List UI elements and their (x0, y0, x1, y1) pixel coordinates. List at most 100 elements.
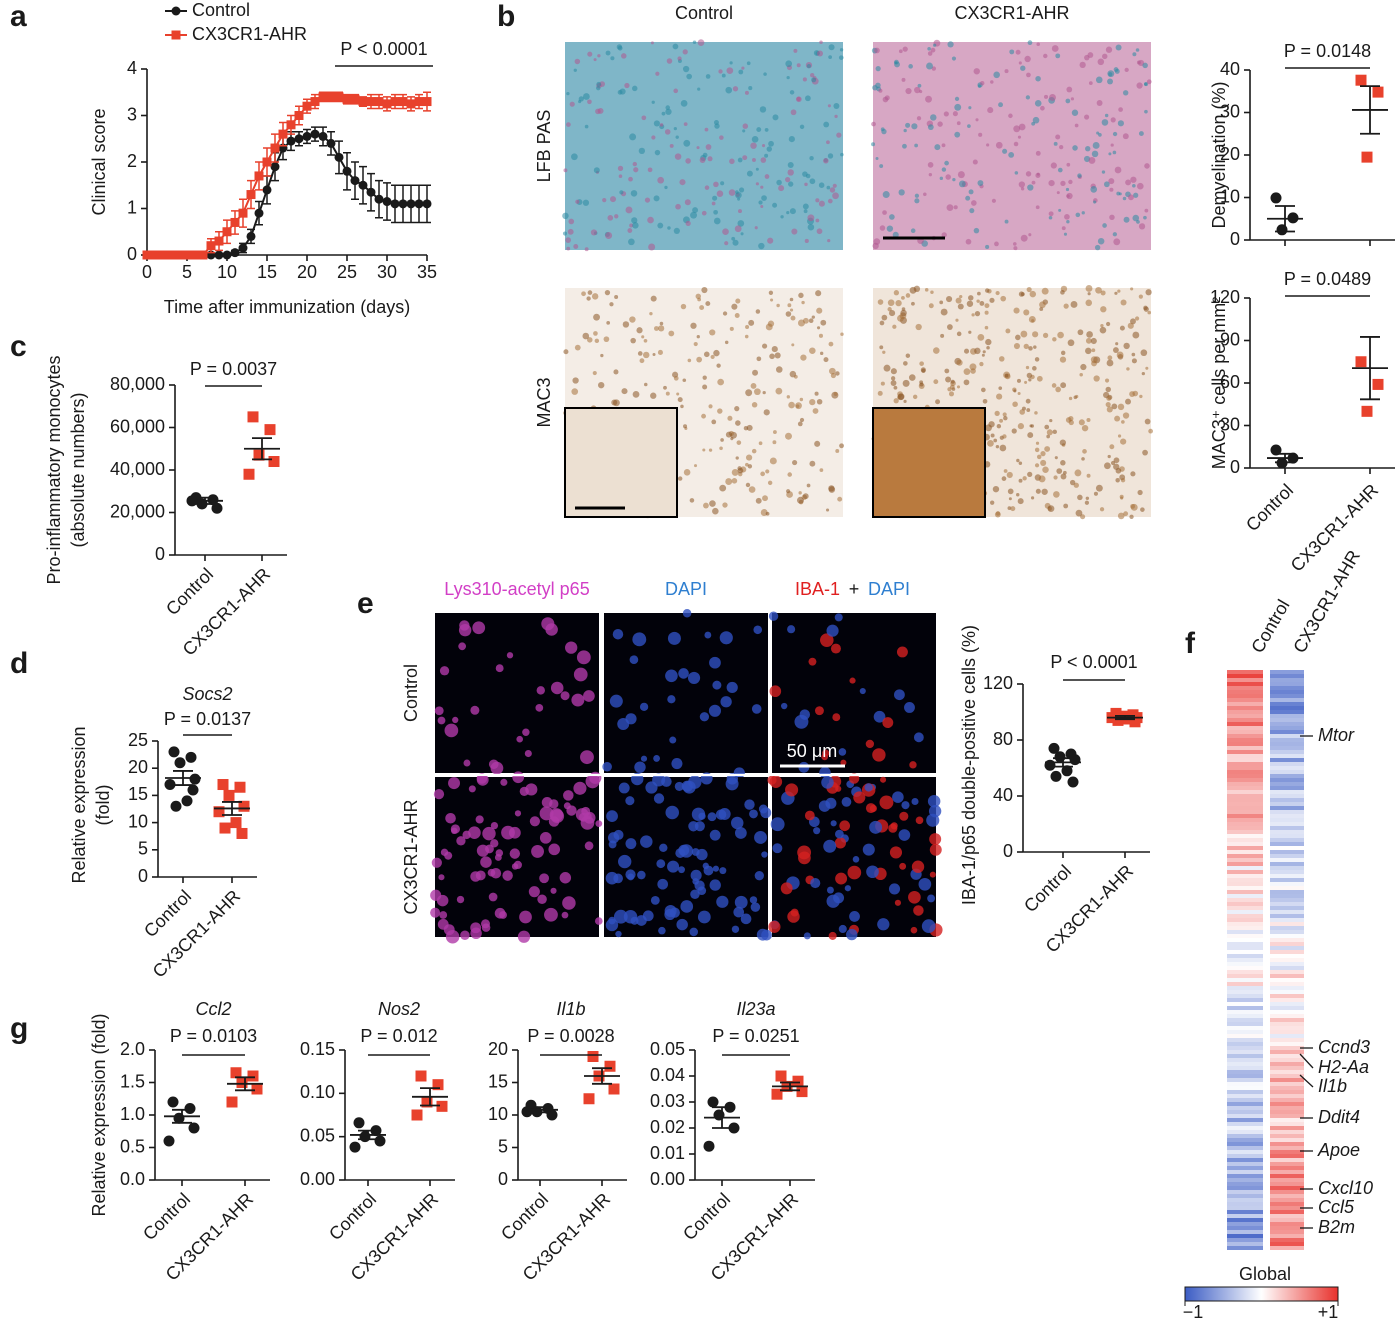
data-point (728, 1122, 740, 1134)
cell (658, 926, 666, 935)
cell (1048, 215, 1053, 220)
cell (495, 849, 504, 857)
cell (819, 468, 824, 472)
cell (711, 419, 717, 425)
cell (632, 632, 647, 647)
y-tick-label: 20 (128, 757, 148, 777)
cell (795, 404, 800, 408)
cell (605, 232, 613, 240)
cell (760, 204, 764, 208)
cell (1051, 383, 1057, 388)
cell (933, 347, 940, 354)
heatmap-cell (1270, 706, 1304, 710)
marker (350, 176, 360, 186)
cell (519, 910, 532, 924)
cell (746, 170, 753, 177)
cell (827, 153, 834, 159)
cell (981, 353, 985, 357)
x-tick-label: 25 (337, 262, 357, 282)
data-point (226, 1096, 238, 1108)
heatmap-cell (1270, 1094, 1304, 1098)
cell (722, 311, 728, 316)
cell (889, 846, 903, 859)
cell (835, 371, 840, 376)
cell (574, 58, 581, 65)
cell (1015, 334, 1021, 341)
cell (1091, 360, 1097, 367)
cell (951, 56, 957, 61)
cell (735, 190, 739, 194)
data-point (213, 806, 225, 818)
heatmap-cell (1227, 946, 1263, 950)
cell (778, 185, 785, 192)
heatmap-cell (1270, 914, 1304, 918)
p-value: P = 0.0103 (170, 1026, 257, 1046)
cell (754, 831, 767, 844)
heatmap-cell (1270, 1210, 1304, 1214)
heatmap-cell (1270, 818, 1304, 822)
cell (762, 495, 768, 502)
heatmap-cell (1227, 766, 1263, 770)
cell (879, 225, 886, 231)
micrograph (604, 613, 768, 773)
cell (653, 755, 660, 762)
cell (971, 313, 975, 317)
cell (802, 203, 809, 210)
cell (927, 162, 934, 168)
cell (460, 930, 470, 940)
cell (470, 922, 482, 934)
heatmap-cell (1270, 762, 1304, 766)
y-tick-label: 0.03 (650, 1091, 685, 1111)
cell (729, 61, 733, 65)
cell (1044, 446, 1051, 452)
cell (1036, 172, 1040, 176)
cell (702, 862, 709, 870)
cell (1046, 429, 1053, 436)
cell (925, 95, 932, 103)
cell (574, 344, 581, 351)
cell (701, 286, 708, 294)
cell (696, 335, 700, 339)
cell (1122, 196, 1127, 201)
cell (651, 100, 655, 104)
cell (702, 384, 708, 390)
cell (996, 393, 1003, 400)
cell (879, 795, 894, 810)
cell (739, 187, 745, 193)
y-tick-label: 3 (127, 104, 137, 124)
cell (1132, 184, 1136, 188)
cell (1060, 350, 1066, 356)
cell (802, 317, 809, 324)
cell (964, 348, 970, 354)
cell (715, 809, 727, 820)
cell (689, 927, 699, 937)
cell (1143, 215, 1147, 220)
cell (708, 404, 713, 409)
cell (591, 293, 599, 300)
cell (758, 242, 765, 250)
data-point (775, 1070, 787, 1082)
cell (807, 214, 815, 222)
cell (1079, 372, 1083, 377)
cell (702, 152, 708, 158)
heatmap-cell (1270, 1006, 1304, 1010)
heatmap-cell (1270, 1010, 1304, 1014)
cell (1133, 192, 1139, 198)
cell (1034, 411, 1038, 415)
cell (955, 297, 962, 304)
cell (712, 865, 720, 872)
cell (613, 909, 628, 924)
cell (1101, 170, 1106, 174)
cell (826, 886, 834, 894)
marker (238, 243, 248, 253)
data-point (583, 1093, 595, 1105)
cell (994, 241, 999, 247)
cell (933, 379, 939, 385)
cell (698, 812, 706, 820)
gene-pointer (1299, 1074, 1314, 1088)
cell (959, 294, 963, 299)
cell (731, 468, 739, 476)
cell (789, 308, 794, 312)
cell (899, 862, 907, 870)
cell (653, 793, 665, 804)
